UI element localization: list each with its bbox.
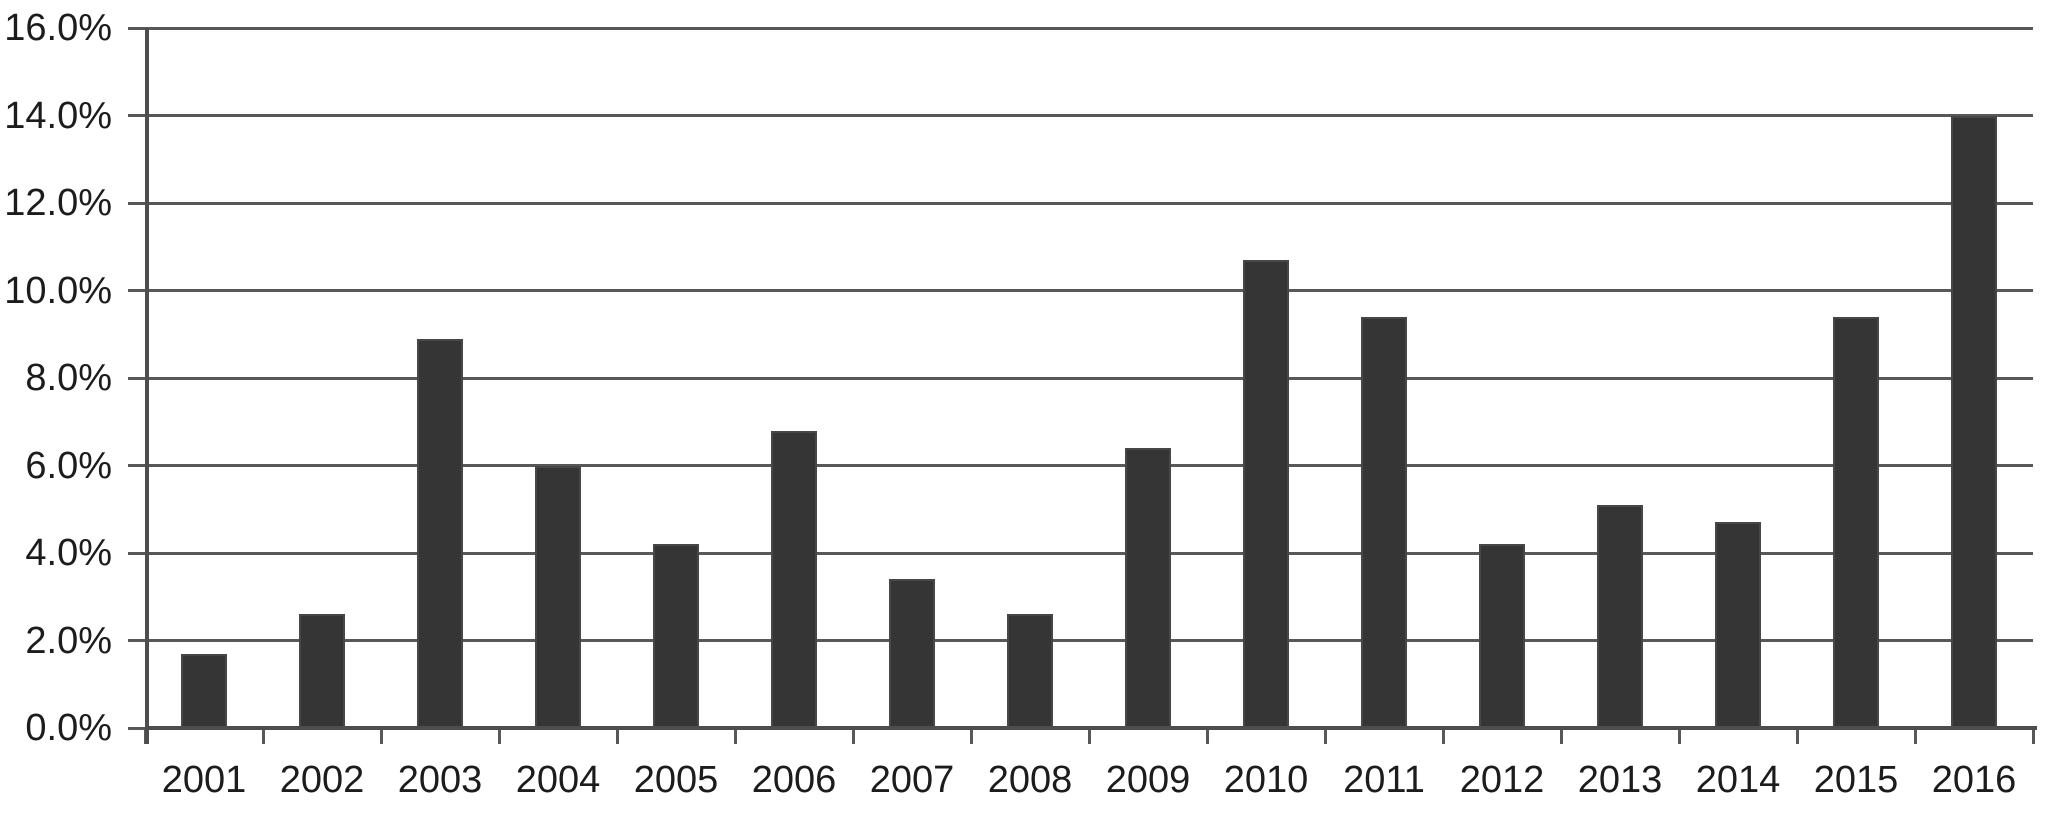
gridline-6pct: [145, 464, 2033, 467]
bar-2012: [1479, 544, 1525, 728]
y-tick-label-4pct: 4.0%: [25, 532, 112, 574]
gridline-16pct: [145, 26, 2033, 30]
x-tick-boundary-9: [1205, 728, 1209, 744]
x-tick-label-2015: 2015: [1813, 759, 1899, 801]
y-tick-label-12pct: 12.0%: [4, 182, 112, 224]
y-tick-2pct: [128, 639, 145, 642]
gridline-4pct: [145, 551, 2033, 555]
gridline-14pct: [145, 114, 2033, 117]
y-tick-4pct: [128, 551, 145, 555]
gridline-12pct: [145, 201, 2033, 205]
bar-2009: [1125, 448, 1171, 728]
bar-2003: [417, 338, 463, 728]
x-tick-boundary-7: [969, 728, 973, 744]
bar-2005: [653, 544, 699, 728]
x-tick-boundary-2: [379, 728, 383, 744]
x-tick-boundary-13: [1677, 728, 1681, 744]
y-tick-label-10pct: 10.0%: [4, 269, 112, 312]
y-tick-12pct: [128, 201, 145, 205]
plot-area: [145, 26, 2033, 728]
y-tick-16pct: [128, 26, 145, 30]
x-tick-boundary-5: [733, 728, 737, 744]
x-tick-label-2010: 2010: [1223, 759, 1309, 801]
y-tick-8pct: [128, 376, 145, 380]
x-tick-boundary-11: [1441, 728, 1445, 744]
x-tick-label-2014: 2014: [1695, 759, 1781, 801]
x-tick-label-2016: 2016: [1931, 759, 2017, 801]
gridline-8pct: [145, 376, 2033, 380]
gridline-2pct: [145, 639, 2033, 642]
x-tick-label-2002: 2002: [279, 759, 365, 801]
bar-2008: [1007, 614, 1053, 728]
bar-2010: [1243, 259, 1289, 728]
x-tick-label-2003: 2003: [397, 759, 483, 801]
y-tick-14pct: [128, 114, 145, 117]
x-tick-label-2011: 2011: [1343, 759, 1425, 801]
y-tick-label-14pct: 14.0%: [4, 94, 112, 137]
y-tick-label-0pct: 0.0%: [25, 707, 112, 749]
x-tick-label-2013: 2013: [1577, 759, 1663, 801]
x-tick-label-2012: 2012: [1459, 759, 1545, 801]
gridline-10pct: [145, 289, 2033, 292]
bar-2014: [1715, 522, 1761, 728]
x-tick-label-2004: 2004: [515, 759, 601, 801]
x-tick-boundary-15: [1913, 728, 1917, 744]
x-tick-label-2007: 2007: [869, 759, 955, 801]
x-tick-boundary-1: [261, 728, 265, 744]
bar-2015: [1833, 316, 1879, 728]
bar-2002: [299, 614, 345, 728]
y-tick-label-2pct: 2.0%: [25, 619, 112, 662]
x-tick-boundary-3: [497, 728, 501, 744]
bar-2016: [1951, 115, 1997, 728]
bar-2001: [181, 653, 227, 728]
x-tick-label-2001: 2001: [161, 759, 247, 801]
x-tick-label-2009: 2009: [1105, 759, 1191, 801]
x-tick-boundary-6: [851, 728, 855, 744]
bar-2011: [1361, 316, 1407, 728]
bar-2013: [1597, 504, 1643, 728]
x-tick-label-2008: 2008: [987, 759, 1073, 801]
bar-2004: [535, 465, 581, 728]
x-tick-boundary-8: [1087, 728, 1091, 744]
x-tick-label-2006: 2006: [751, 759, 837, 801]
bar-2006: [771, 430, 817, 728]
x-axis-line: [145, 726, 2037, 730]
y-tick-10pct: [128, 289, 145, 292]
x-tick-boundary-10: [1323, 728, 1327, 744]
x-tick-boundary-14: [1795, 728, 1799, 744]
y-tick-label-8pct: 8.0%: [25, 357, 112, 399]
y-tick-label-16pct: 16.0%: [4, 7, 112, 49]
y-axis-line: [145, 28, 149, 744]
x-tick-boundary-12: [1559, 728, 1563, 744]
bar-2007: [889, 579, 935, 728]
y-tick-label-6pct: 6.0%: [25, 444, 112, 487]
y-tick-0pct: [128, 726, 145, 730]
x-tick-boundary-16: [2031, 728, 2035, 744]
x-tick-label-2005: 2005: [633, 759, 719, 801]
y-tick-6pct: [128, 464, 145, 467]
x-tick-boundary-4: [615, 728, 619, 744]
